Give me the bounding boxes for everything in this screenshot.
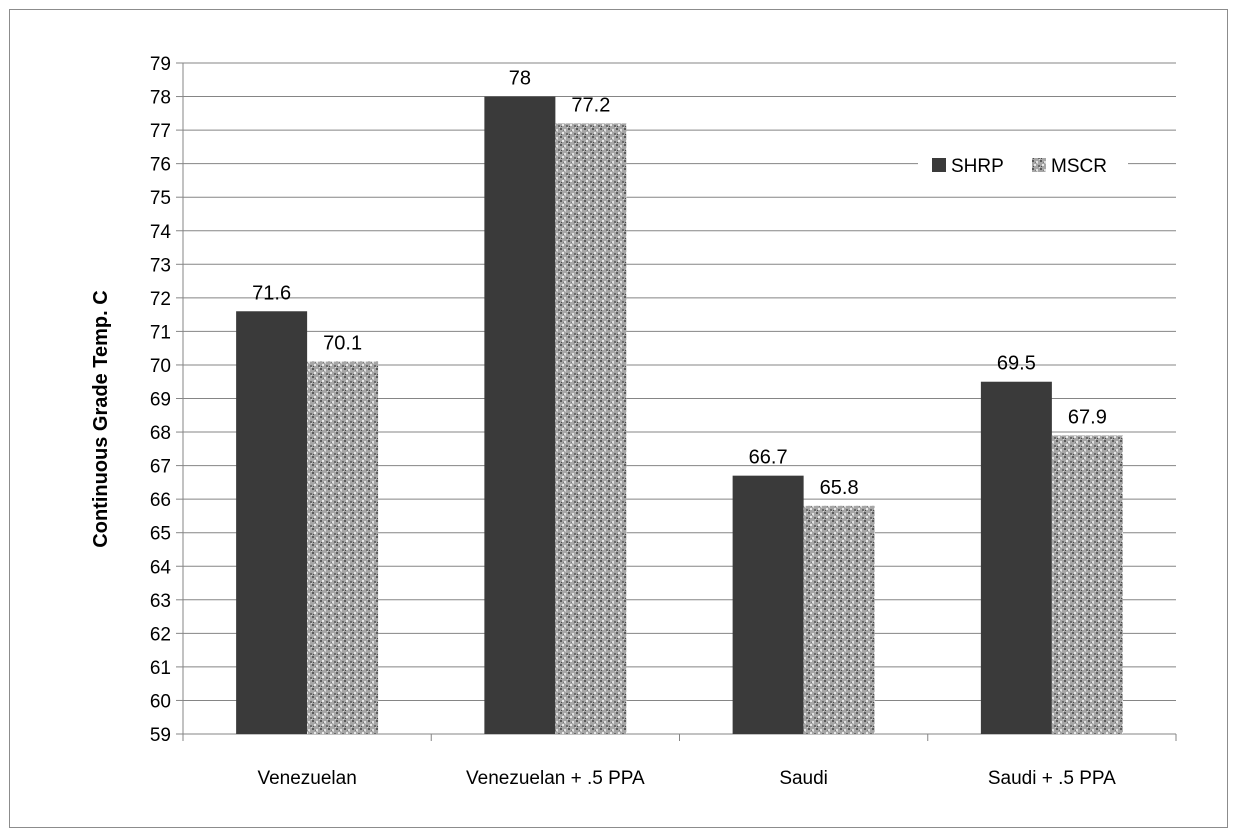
y-tick-label: 79 xyxy=(150,54,171,75)
y-tick-label: 72 xyxy=(150,289,171,310)
y-tick-label: 76 xyxy=(150,155,171,176)
y-tick-label: 70 xyxy=(150,356,171,377)
legend-background xyxy=(918,140,1128,190)
legend: SHRP MSCR xyxy=(918,140,1128,190)
bar-mscr xyxy=(803,505,875,734)
y-tick-label: 59 xyxy=(150,725,171,746)
y-tick-label: 64 xyxy=(150,557,172,578)
y-tick-label: 78 xyxy=(150,88,171,109)
x-tick-label: Venezuelan + .5 PPA xyxy=(466,768,645,789)
legend-label-mscr: MSCR xyxy=(1051,156,1107,177)
y-tick-label: 71 xyxy=(150,322,171,343)
legend-label-shrp: SHRP xyxy=(951,156,1004,177)
legend-swatch-shrp xyxy=(932,158,946,172)
y-axis-title: Continuous Grade Temp. C xyxy=(90,290,112,547)
bar-mscr xyxy=(555,123,627,734)
bar-mscr xyxy=(1051,435,1123,734)
y-tick-label: 69 xyxy=(150,390,171,411)
y-tick-label: 75 xyxy=(150,188,171,209)
x-tick-label: Venezuelan xyxy=(257,768,356,789)
y-tick-label: 63 xyxy=(150,591,171,612)
bar-shrp xyxy=(484,96,556,735)
y-tick-label: 74 xyxy=(150,222,172,243)
bar-shrp xyxy=(732,475,804,734)
x-tick-label: Saudi xyxy=(779,768,828,789)
x-tick-label: Saudi + .5 PPA xyxy=(988,768,1116,789)
y-tick-label: 62 xyxy=(150,624,171,645)
data-label: 66.7 xyxy=(749,447,788,469)
bar-mscr xyxy=(307,361,379,734)
bar-shrp xyxy=(980,381,1052,734)
y-tick-label: 68 xyxy=(150,423,171,444)
data-label: 65.8 xyxy=(820,477,859,499)
y-tick-label: 60 xyxy=(150,691,171,712)
y-tick-label: 73 xyxy=(150,255,171,276)
axes: 59 60 61 62 63 64 65 66 67 68 69 70 71 72 73 74 75 76 77 78… xyxy=(150,54,1177,789)
bars xyxy=(236,96,1123,735)
bar-shrp xyxy=(236,311,308,734)
y-tick-label: 77 xyxy=(150,121,171,142)
data-label: 78 xyxy=(509,68,531,90)
data-label: 70.1 xyxy=(323,333,362,355)
data-label: 67.9 xyxy=(1068,406,1107,428)
y-tick-label: 67 xyxy=(150,457,171,478)
y-tick-label: 66 xyxy=(150,490,171,511)
data-labels: 71.6 70.1 78 77.2 66.7 65.8 69.5 67.9 xyxy=(252,68,1107,499)
y-tick-label: 61 xyxy=(150,658,171,679)
data-label: 77.2 xyxy=(571,94,610,116)
y-tick-label: 65 xyxy=(150,524,171,545)
data-label: 69.5 xyxy=(997,353,1036,375)
data-label: 71.6 xyxy=(252,282,291,304)
legend-swatch-mscr xyxy=(1032,158,1046,172)
